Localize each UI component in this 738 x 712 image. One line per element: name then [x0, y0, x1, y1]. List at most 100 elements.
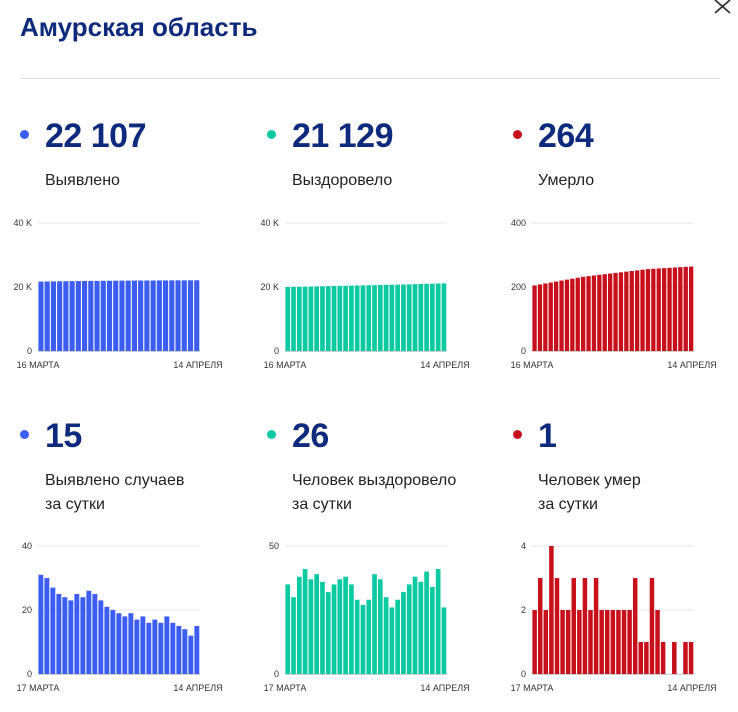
- bar: [593, 578, 599, 674]
- bar: [337, 285, 343, 351]
- bar: [57, 281, 63, 351]
- bar: [683, 266, 688, 351]
- bar: [349, 584, 354, 674]
- bar: [435, 569, 441, 674]
- bar: [554, 281, 559, 351]
- stat-label-line: Выздоровело: [292, 172, 393, 189]
- bar: [44, 578, 50, 674]
- bar: [308, 286, 314, 351]
- x-tick-label: 14 АПРЕЛЯ: [420, 683, 469, 693]
- stat-label: Выявлено случаев за сутки: [45, 469, 184, 517]
- bar: [656, 268, 661, 351]
- bar: [395, 599, 401, 674]
- bar: [176, 626, 182, 674]
- page-title: Амурская область: [20, 12, 258, 42]
- bar: [44, 281, 50, 351]
- bar: [50, 281, 56, 351]
- bar: [291, 286, 296, 351]
- bar: [689, 266, 694, 351]
- bar: [366, 285, 372, 351]
- x-tick-label: 14 АПРЕЛЯ: [667, 360, 716, 370]
- stat-value: 21 129: [292, 117, 394, 155]
- bar: [577, 610, 582, 674]
- bar: [610, 610, 616, 674]
- bar: [559, 280, 564, 351]
- bar: [285, 584, 291, 674]
- bar: [441, 283, 447, 351]
- bar: [104, 606, 110, 674]
- stat-label-line: Человек выздоровело: [292, 472, 457, 489]
- y-tick-label: 20 K: [13, 282, 32, 292]
- y-tick-label: 0: [274, 346, 279, 356]
- bar: [146, 622, 152, 674]
- bar: [629, 271, 634, 351]
- detected-total-chart: 0 20 K 40 K 16 МАРТА 14 АПРЕЛЯ: [13, 218, 222, 370]
- bar: [360, 604, 366, 674]
- bar: [291, 597, 296, 674]
- bar: [649, 578, 655, 674]
- bar: [638, 642, 644, 674]
- bar: [554, 578, 560, 674]
- bar: [377, 579, 383, 674]
- bar: [156, 280, 162, 351]
- bar: [430, 586, 435, 674]
- y-tick-label: 400: [511, 218, 526, 228]
- bar: [134, 619, 140, 674]
- bar: [164, 616, 170, 674]
- bar: [412, 576, 418, 674]
- close-icon[interactable]: [708, 0, 734, 20]
- bar: [543, 610, 549, 674]
- recovered-total-chart: 0 20 K 40 K 16 МАРТА 14 АПРЕЛЯ: [260, 218, 469, 370]
- stat-label-line: Выявлено случаев: [45, 472, 185, 489]
- bullet-dot-icon: [20, 130, 29, 139]
- bar: [110, 610, 116, 674]
- header-divider: [20, 78, 720, 79]
- bar: [188, 635, 194, 674]
- bar: [588, 610, 593, 674]
- bar: [38, 574, 44, 674]
- bar: [308, 579, 314, 674]
- bar: [640, 269, 645, 351]
- y-tick-label: 0: [27, 669, 32, 679]
- x-tick-label: 17 МАРТА: [511, 683, 554, 693]
- bar: [144, 280, 150, 351]
- stat-label: Человек умер за сутки: [538, 469, 641, 517]
- bar: [591, 275, 597, 351]
- bar: [122, 616, 128, 674]
- bullet-dot-icon: [513, 430, 522, 439]
- bar: [683, 642, 688, 674]
- bar: [296, 576, 302, 674]
- bar: [75, 281, 81, 351]
- bar: [582, 578, 588, 674]
- bar: [116, 613, 122, 674]
- bullet-dot-icon: [267, 430, 276, 439]
- bar: [624, 271, 629, 351]
- stat-value: 1: [538, 417, 557, 455]
- bar: [125, 280, 131, 351]
- bar: [672, 642, 677, 674]
- bar: [50, 587, 56, 674]
- bar: [372, 574, 377, 674]
- bar: [389, 607, 395, 674]
- bar: [645, 269, 651, 351]
- bar: [537, 578, 543, 674]
- stat-label-line: за сутки: [292, 496, 352, 513]
- bar: [667, 267, 672, 351]
- y-tick-label: 0: [274, 669, 279, 679]
- bar: [138, 280, 144, 351]
- y-tick-label: 4: [521, 541, 526, 551]
- bar: [92, 594, 98, 674]
- y-tick-label: 40: [22, 541, 32, 551]
- bar: [441, 607, 447, 674]
- bar: [128, 613, 134, 674]
- bar: [175, 280, 181, 351]
- bar: [343, 285, 348, 351]
- bar: [325, 286, 331, 351]
- bar: [152, 619, 158, 674]
- bar: [549, 546, 554, 674]
- bar: [383, 597, 389, 674]
- bar: [613, 272, 618, 351]
- bar: [314, 574, 320, 674]
- y-tick-label: 0: [521, 669, 526, 679]
- y-tick-label: 200: [511, 282, 526, 292]
